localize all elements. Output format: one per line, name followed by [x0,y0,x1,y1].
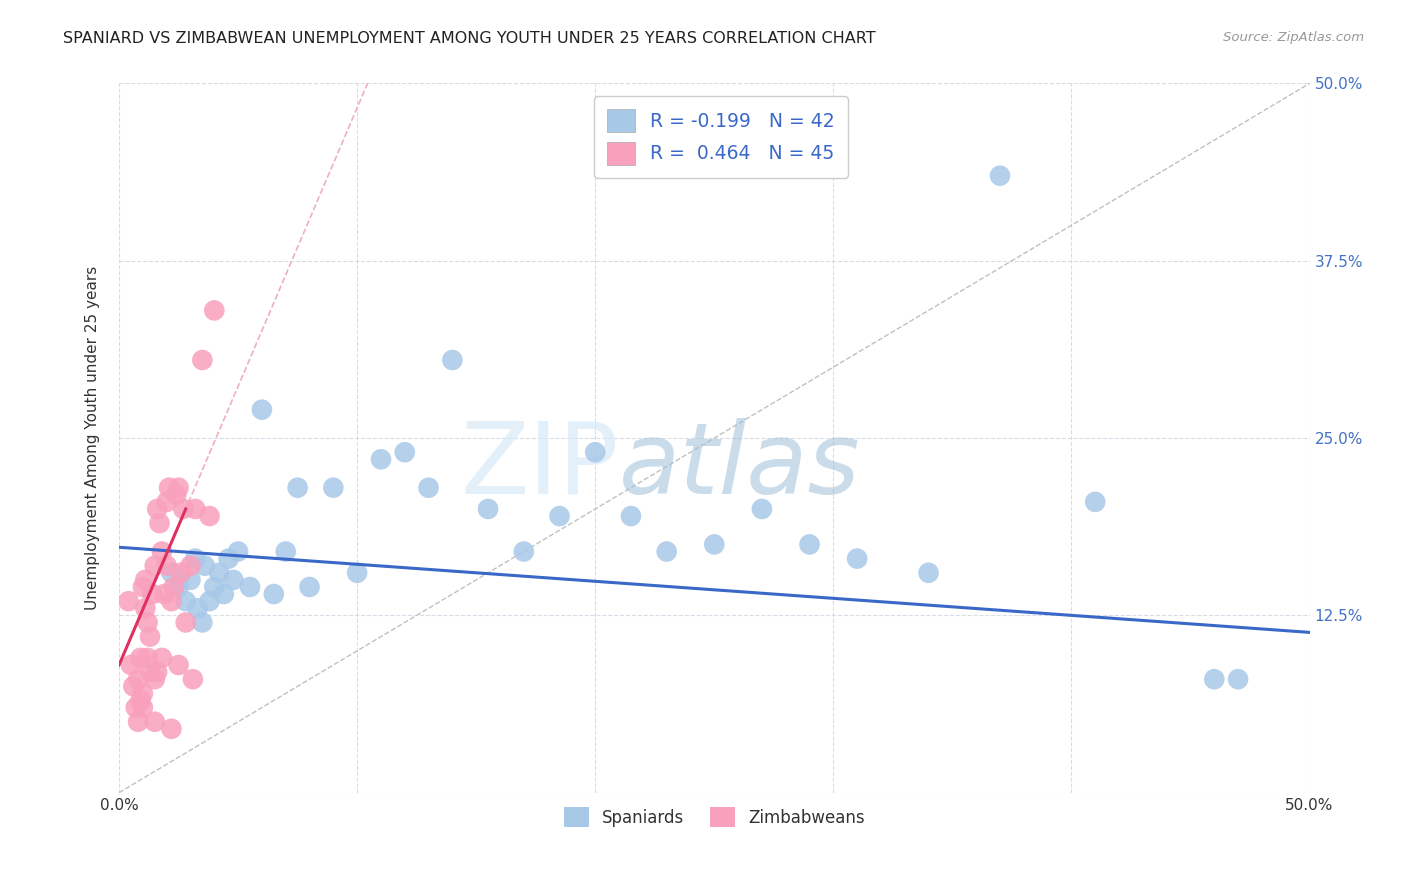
Point [703,537,725,551]
Point [184,502,207,516]
Point [150,651,173,665]
Point [988,169,1011,183]
Point [655,544,678,558]
Point [132,580,155,594]
Point [194,558,217,573]
Point [143,714,166,729]
Point [298,580,321,594]
Text: atlas: atlas [619,418,860,515]
Point [202,303,225,318]
Point [132,686,155,700]
Point [322,481,344,495]
Point [127,714,149,729]
Text: SPANIARD VS ZIMBABWEAN UNEMPLOYMENT AMONG YOUTH UNDER 25 YEARS CORRELATION CHART: SPANIARD VS ZIMBABWEAN UNEMPLOYMENT AMON… [63,31,876,46]
Point [127,672,149,686]
Point [156,558,179,573]
Point [134,601,156,615]
Text: ZIP: ZIP [461,418,619,515]
Point [129,693,152,707]
Point [222,573,245,587]
Point [250,402,273,417]
Point [160,594,183,608]
Point [620,509,643,524]
Point [167,481,190,495]
Point [129,651,152,665]
Point [156,495,179,509]
Point [179,558,201,573]
Point [846,551,869,566]
Point [125,700,148,714]
Point [191,615,214,630]
Point [441,353,464,368]
Point [226,544,249,558]
Point [132,700,155,714]
Point [139,630,162,644]
Point [212,587,235,601]
Point [160,566,183,580]
Y-axis label: Unemployment Among Youth under 25 years: Unemployment Among Youth under 25 years [86,266,100,610]
Point [477,502,499,516]
Point [274,544,297,558]
Point [139,665,162,679]
Point [346,566,368,580]
Point [160,722,183,736]
Point [198,509,221,524]
Point [163,580,186,594]
Point [394,445,416,459]
Point [120,658,142,673]
Point [172,502,194,516]
Point [165,488,187,502]
Point [179,573,201,587]
Point [1084,495,1107,509]
Point [583,445,606,459]
Point [143,558,166,573]
Point [174,615,197,630]
Point [184,551,207,566]
Point [263,587,285,601]
Point [153,587,176,601]
Point [150,544,173,558]
Point [202,580,225,594]
Point [174,594,197,608]
Point [143,672,166,686]
Point [181,672,204,686]
Point [134,573,156,587]
Point [191,353,214,368]
Point [917,566,939,580]
Point [148,516,170,530]
Point [157,481,180,495]
Text: Source: ZipAtlas.com: Source: ZipAtlas.com [1223,31,1364,45]
Point [198,594,221,608]
Point [208,566,231,580]
Point [1204,672,1226,686]
Legend: Spaniards, Zimbabweans: Spaniards, Zimbabweans [557,800,872,834]
Point [548,509,571,524]
Point [170,566,193,580]
Point [287,481,309,495]
Point [418,481,440,495]
Point [136,651,159,665]
Point [122,679,145,693]
Point [239,580,262,594]
Point [370,452,392,467]
Point [187,601,209,615]
Point [167,580,190,594]
Point [218,551,240,566]
Point [146,502,169,516]
Point [751,502,773,516]
Point [167,658,190,673]
Point [117,594,139,608]
Point [1227,672,1250,686]
Point [146,665,169,679]
Point [513,544,536,558]
Point [136,615,159,630]
Point [799,537,821,551]
Point [141,587,163,601]
